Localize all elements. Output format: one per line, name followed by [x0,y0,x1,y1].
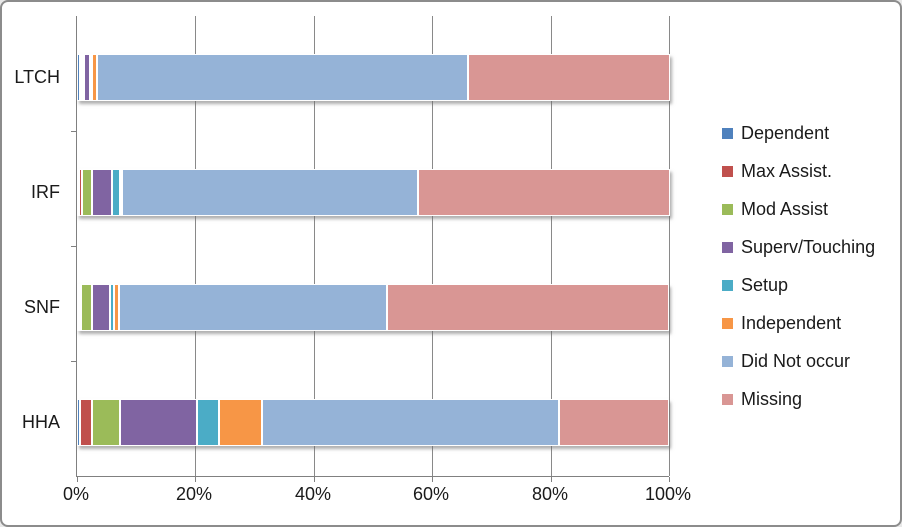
bar-segment-hha-missing [558,399,669,446]
bar-snf [77,284,670,331]
bar-segment-ltch-mod-assist [81,54,84,101]
category-label-ltch: LTCH [14,67,60,87]
bar-segment-ltch-dependent [77,54,80,101]
bar-segment-hha-mod-assist [91,399,120,446]
bar-segment-snf-dependent [77,284,79,331]
bar-segment-hha-independent [219,399,263,446]
legend-swatch-dependent [722,127,733,139]
legend-label-setup: Setup [741,274,789,295]
category-label-snf: SNF [24,297,60,317]
legend-label-mod-assist: Mod Assist [741,198,829,219]
bar-segment-hha-max-assist [79,399,92,446]
gridline-60 [432,16,433,476]
axis-tickmark-100 [669,477,670,482]
legend-label-did-not-occur: Did Not occur [741,350,851,371]
legend-swatch-max-assist [722,165,733,177]
legend-item-independent: Independent [722,304,875,342]
bar-segment-hha-setup [196,399,220,446]
bar-segment-irf-setup [111,169,121,216]
bar-segment-ltch-superv-touching [83,54,90,101]
x-axis-label-100: 100% [644,484,692,504]
category-label-hha: HHA [21,412,60,432]
bar-segment-ltch-did-not-occur [96,54,469,101]
gridline-20 [195,16,196,476]
axis-tickmark-80 [551,477,552,482]
axis-tickmark-40 [314,477,315,482]
bar-segment-irf-max-assist [79,169,82,216]
legend-label-missing: Missing [741,388,803,409]
bar-segment-snf-did-not-occur [118,284,388,331]
bar-segment-snf-missing [387,284,670,331]
axis-tickmark-60 [432,477,433,482]
bar-segment-hha-dependent [77,399,80,446]
legend-swatch-missing [722,393,733,405]
legend-swatch-mod-assist [722,203,733,215]
legend-swatch-independent [722,317,733,329]
bar-segment-hha-superv-touching [119,399,197,446]
bar-segment-snf-setup [109,284,115,331]
legend-label-max-assist: Max Assist. [741,160,833,181]
bar-segment-ltch-max-assist [79,54,82,101]
legend-swatch-did-not-occur [722,355,733,367]
category-label-irf: IRF [31,182,60,202]
x-axis-label-80: 80% [531,484,569,504]
plot-area [71,16,670,482]
legend-item-did-not-occur: Did Not occur [722,342,875,380]
legend-label-independent: Independent [741,312,842,333]
legend-swatch-setup [722,279,733,291]
bar-segment-irf-independent [120,169,123,216]
bar-segment-irf-did-not-occur [122,169,419,216]
bar-segment-snf-max-assist [79,284,82,331]
bar-ltch [77,54,670,101]
bar-segment-snf-independent [114,284,119,331]
x-axis-label-60: 60% [412,484,450,504]
x-axis-label-20: 20% [175,484,213,504]
category-boundary-tick [71,246,76,247]
bar-segment-irf-missing [418,169,670,216]
category-boundary-tick [71,361,76,362]
x-axis-labels: 0% 20% 40% 60% 80% 100% [63,484,691,508]
bar-segment-snf-mod-assist [81,284,92,331]
bar-segment-ltch-setup [89,54,92,101]
axis-tickmark-0 [77,477,78,482]
legend-item-superv-touching: Superv/Touching [722,228,875,266]
x-axis-label-0: 0% [62,484,89,504]
bar-irf [77,169,670,216]
bar-segment-irf-superv-touching [92,169,112,216]
bar-hha [77,399,669,446]
legend-label-superv-touching: Superv/Touching [741,236,876,257]
x-axis-label-40: 40% [294,484,332,504]
legend-item-setup: Setup [722,266,875,304]
bar-segment-ltch-missing [468,54,670,101]
bar-segment-irf-dependent [77,169,80,216]
legend-item-max-assist: Max Assist. [722,152,875,190]
category-boundary-tick [71,131,76,132]
axis-tickmark-20 [195,477,196,482]
gridline-40 [314,16,315,476]
legend-swatch-superv-touching [722,241,733,253]
legend-label-dependent: Dependent [741,122,830,143]
bar-segment-hha-did-not-occur [262,399,559,446]
legend-item-dependent: Dependent [722,114,875,152]
legend-item-mod-assist: Mod Assist [722,190,875,228]
legend-item-missing: Missing [722,380,875,418]
bar-segment-ltch-independent [91,54,97,101]
bar-segment-snf-superv-touching [92,284,110,331]
bar-segment-irf-mod-assist [81,169,93,216]
gridline-80 [551,16,552,476]
gridline-100 [669,16,670,476]
legend: Dependent Max Assist. Mod Assist Superv/Tou… [722,114,875,418]
